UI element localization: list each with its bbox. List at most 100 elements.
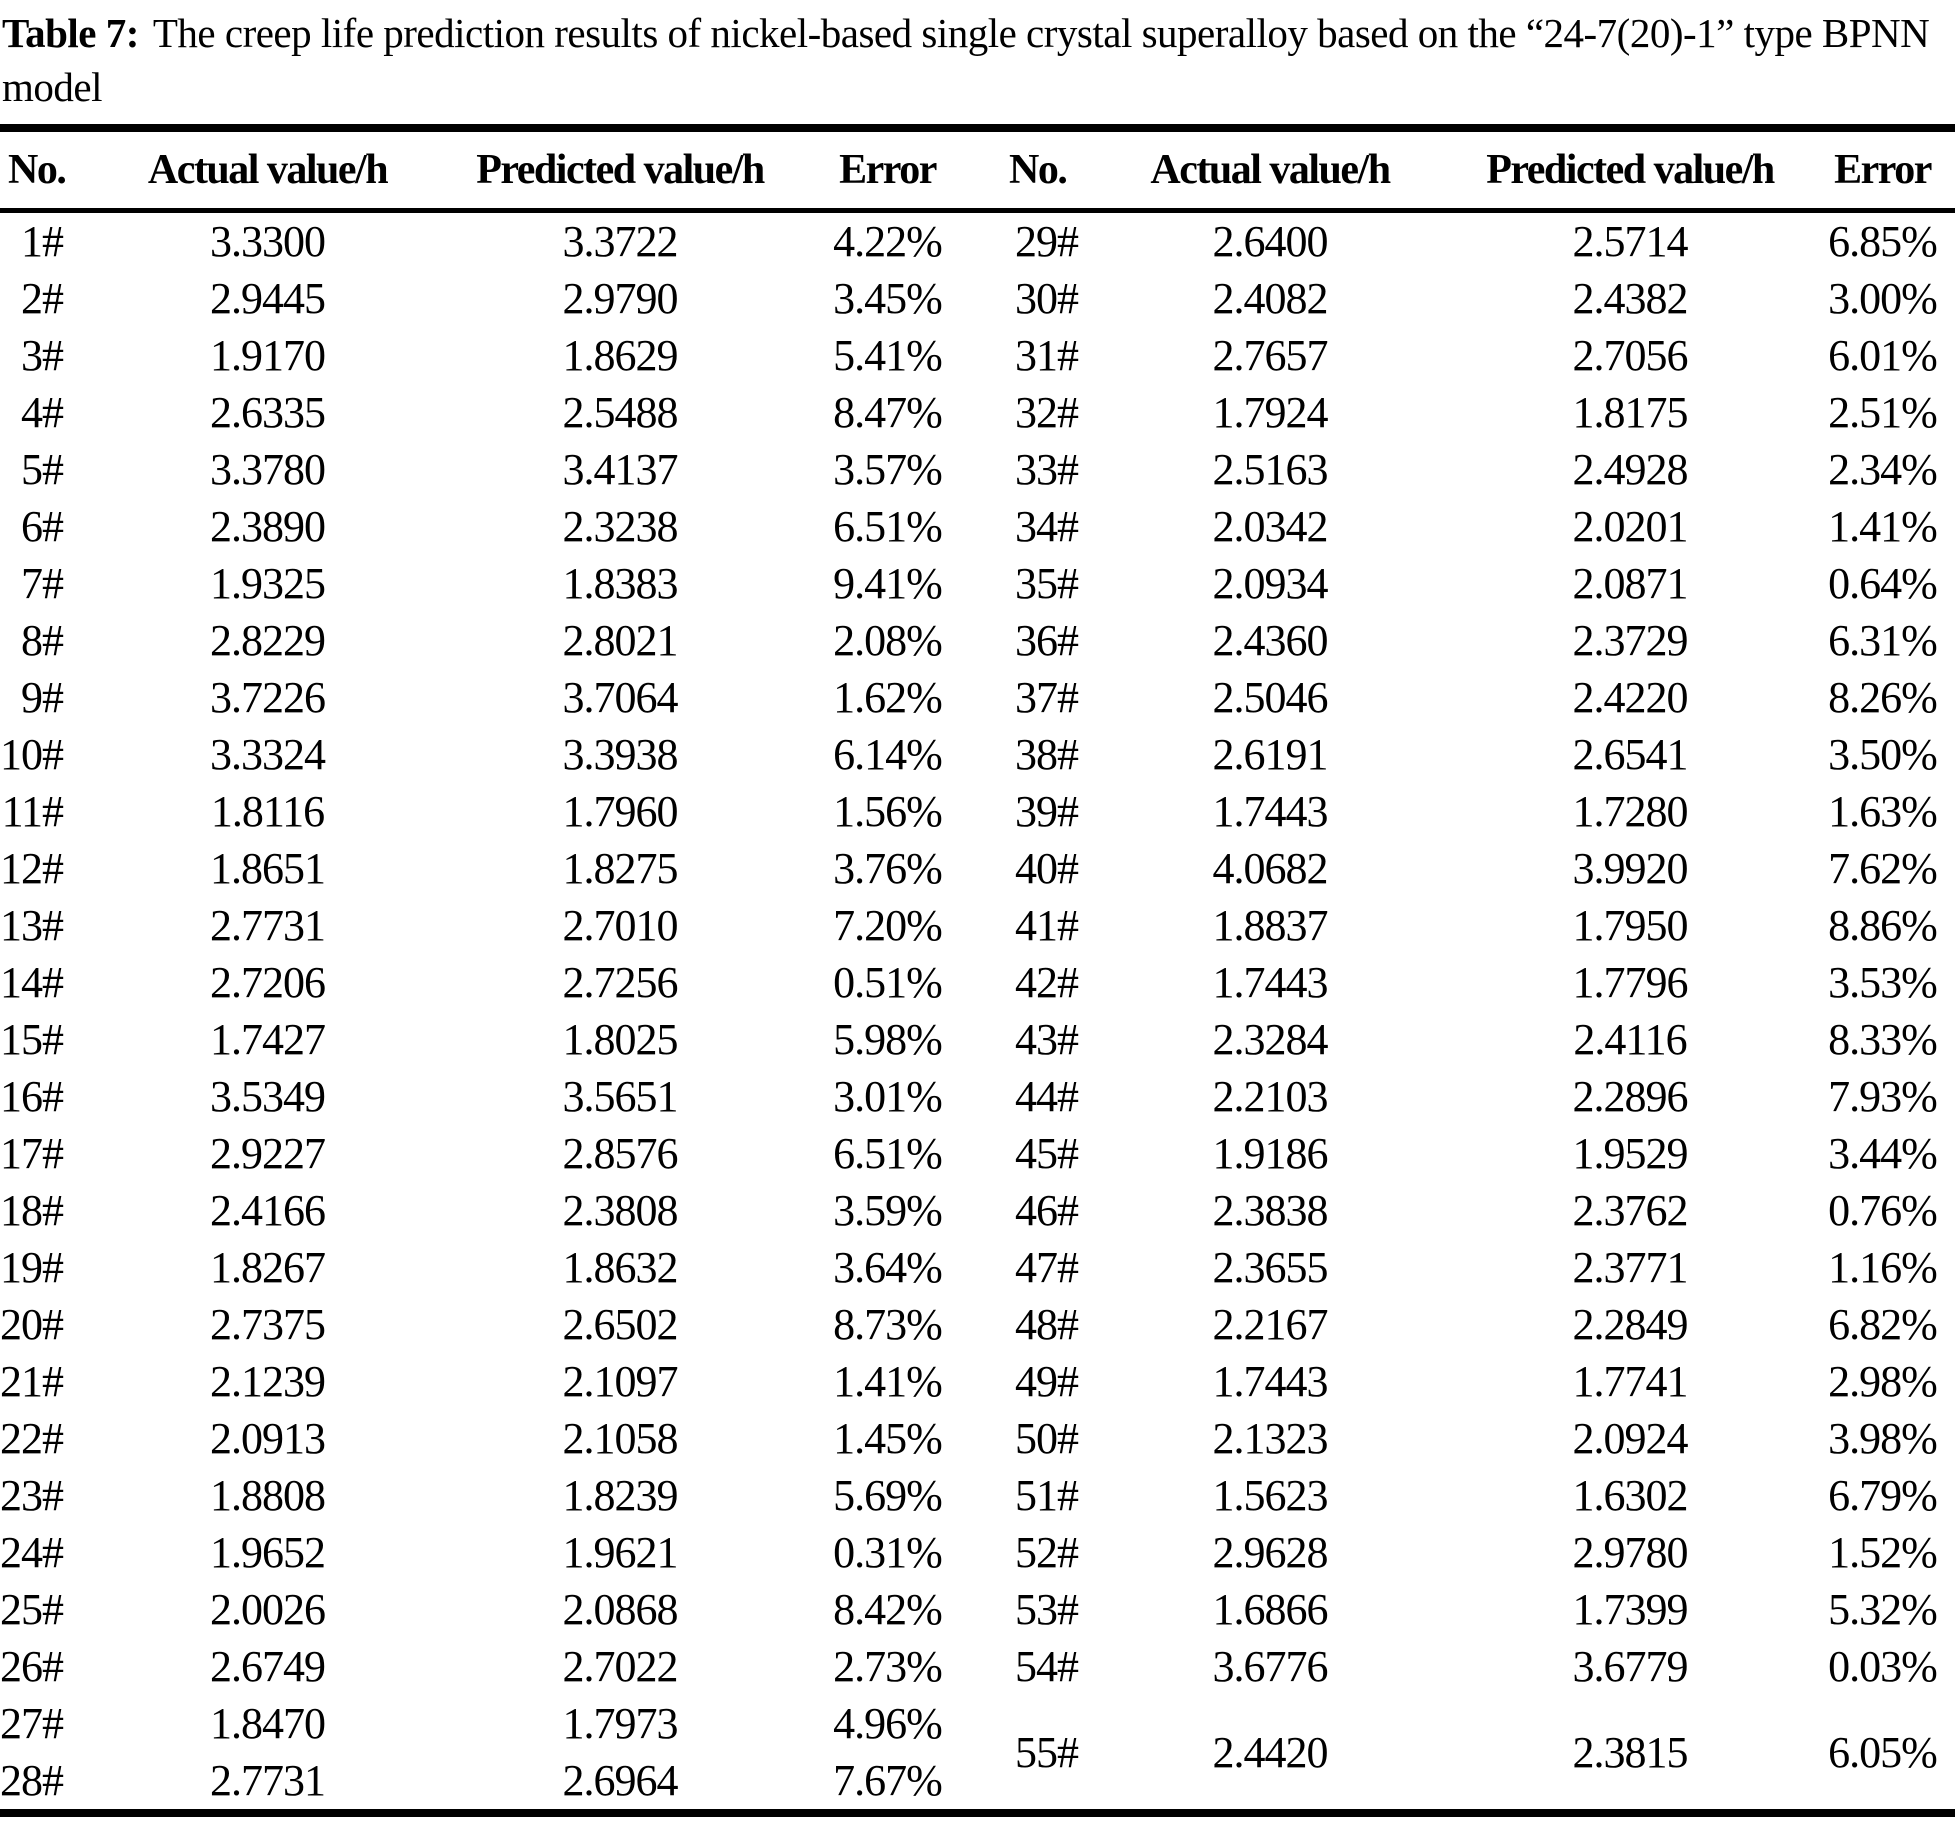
results-table-body: 1# 3.3300 3.3722 4.22% 29# 2.6400 2.5714 6.85% 2…: [0, 211, 1955, 1814]
cell-predicted: 3.7064: [562, 673, 679, 722]
cell-error: 3.50%: [1828, 730, 1938, 779]
cell-predicted: 1.7399: [1572, 1585, 1689, 1634]
table-row: 10# 3.3324 3.3938 6.14% 38# 2.6191 2.6541 3.50%: [0, 726, 1955, 783]
cell-actual: 2.0026: [210, 1585, 326, 1634]
cell-actual: 1.8267: [210, 1243, 326, 1292]
cell-actual: 2.0913: [210, 1414, 326, 1463]
cell-actual: 2.5163: [1212, 445, 1329, 494]
cell-actual: 3.5349: [210, 1072, 326, 1121]
cell-actual: 2.0342: [1212, 502, 1329, 551]
table-row: 18# 2.4166 2.3808 3.59% 46# 2.3838 2.3762 0.76%: [0, 1182, 1955, 1239]
cell-error: 2.34%: [1828, 445, 1938, 494]
cell-error: 1.16%: [1828, 1243, 1938, 1292]
cell-predicted: 2.4220: [1572, 673, 1689, 722]
cell-actual: 3.3780: [210, 445, 326, 494]
cell-no: 8#: [21, 616, 64, 665]
cell-error: 2.73%: [833, 1642, 943, 1691]
cell-predicted: 1.7280: [1572, 787, 1689, 836]
cell-predicted: 3.6779: [1572, 1642, 1689, 1691]
cell-error: 1.41%: [1828, 502, 1938, 551]
table-row: 2# 2.9445 2.9790 3.45% 30# 2.4082 2.4382 3.00%: [0, 270, 1955, 327]
table-row: 23# 1.8808 1.8239 5.69% 51# 1.5623 1.6302 6.79%: [0, 1467, 1955, 1524]
cell-error: 3.76%: [833, 844, 943, 893]
cell-predicted: 2.7022: [562, 1642, 679, 1691]
cell-actual: 1.5623: [1212, 1471, 1329, 1520]
cell-no: 32#: [1015, 388, 1079, 437]
cell-predicted: 1.8239: [562, 1471, 679, 1520]
cell-no: 51#: [1015, 1471, 1079, 1520]
cell-predicted: 2.3762: [1572, 1186, 1689, 1235]
cell-error: 4.22%: [833, 217, 943, 266]
cell-actual: 3.7226: [210, 673, 326, 722]
cell-error: 6.51%: [833, 502, 943, 551]
cell-predicted: 2.2896: [1572, 1072, 1689, 1121]
cell-no: 25#: [0, 1585, 64, 1634]
cell-no: 13#: [0, 901, 64, 950]
cell-actual: 2.8229: [210, 616, 326, 665]
cell-no: 41#: [1015, 901, 1079, 950]
cell-error: 0.31%: [833, 1528, 943, 1577]
cell-actual: 2.6335: [210, 388, 326, 437]
table-row: 4# 2.6335 2.5488 8.47% 32# 1.7924 1.8175 2.51%: [0, 384, 1955, 441]
cell-error: 1.52%: [1828, 1528, 1938, 1577]
cell-predicted: 2.3238: [562, 502, 679, 551]
cell-predicted: 1.7960: [562, 787, 679, 836]
cell-no: 1#: [21, 217, 64, 266]
cell-error: 6.05%: [1828, 1727, 1938, 1777]
cell-no: 54#: [1015, 1642, 1079, 1691]
cell-predicted: 3.9920: [1572, 844, 1689, 893]
cell-error: 3.00%: [1828, 274, 1938, 323]
table-row: 13# 2.7731 2.7010 7.20% 41# 1.8837 1.7950 8.86%: [0, 897, 1955, 954]
cell-predicted: 1.7950: [1572, 901, 1689, 950]
table-row: 12# 1.8651 1.8275 3.76% 40# 4.0682 3.9920 7.62%: [0, 840, 1955, 897]
cell-actual: 2.0934: [1212, 559, 1329, 608]
table-row: 11# 1.8116 1.7960 1.56% 39# 1.7443 1.7280 1.63%: [0, 783, 1955, 840]
cell-no: 22#: [0, 1414, 64, 1463]
cell-no: 45#: [1015, 1129, 1079, 1178]
cell-predicted: 2.3771: [1572, 1243, 1689, 1292]
cell-no: 55#: [1015, 1727, 1079, 1777]
table-row: 24# 1.9652 1.9621 0.31% 52# 2.9628 2.9780 1.52%: [0, 1524, 1955, 1581]
cell-predicted: 1.8275: [562, 844, 679, 893]
cell-predicted: 2.5714: [1572, 217, 1689, 266]
cell-predicted: 1.6302: [1572, 1471, 1689, 1520]
cell-error: 3.01%: [833, 1072, 943, 1121]
table-row: 15# 1.7427 1.8025 5.98% 43# 2.3284 2.4116 8.33%: [0, 1011, 1955, 1068]
cell-no: 46#: [1015, 1186, 1079, 1235]
table-row: 6# 2.3890 2.3238 6.51% 34# 2.0342 2.0201 1.41%: [0, 498, 1955, 555]
cell-actual: 2.2167: [1212, 1300, 1329, 1349]
cell-no: 5#: [21, 445, 64, 494]
cell-error: 5.41%: [833, 331, 943, 380]
column-header-actual-right: Actual value/h: [1090, 128, 1450, 213]
cell-error: 8.47%: [833, 388, 943, 437]
cell-error: 8.26%: [1828, 673, 1938, 722]
cell-no: 30#: [1015, 274, 1079, 323]
cell-predicted: 3.5651: [562, 1072, 679, 1121]
cell-predicted: 1.8632: [562, 1243, 679, 1292]
cell-error: 3.45%: [833, 274, 943, 323]
cell-actual: 2.6749: [210, 1642, 326, 1691]
cell-actual: 2.7731: [210, 1756, 326, 1805]
cell-actual: 2.5046: [1212, 673, 1329, 722]
cell-error: 8.33%: [1828, 1015, 1938, 1064]
cell-predicted: 2.7056: [1572, 331, 1689, 380]
cell-error: 3.53%: [1828, 958, 1938, 1007]
table-caption-text: The creep life prediction results of nic…: [2, 10, 1930, 110]
column-header-error-right: Error: [1810, 128, 1955, 213]
cell-no: 53#: [1015, 1585, 1079, 1634]
table-row: 5# 3.3780 3.4137 3.57% 33# 2.5163 2.4928 2.34%: [0, 441, 1955, 498]
cell-actual: 1.7443: [1212, 787, 1329, 836]
table-row: 25# 2.0026 2.0868 8.42% 53# 1.6866 1.7399 5.32%: [0, 1581, 1955, 1638]
cell-actual: 2.4360: [1212, 616, 1329, 665]
table-row: 26# 2.6749 2.7022 2.73% 54# 3.6776 3.6779 0.03%: [0, 1638, 1955, 1695]
cell-actual: 2.4166: [210, 1186, 326, 1235]
cell-predicted: 2.0924: [1572, 1414, 1689, 1463]
cell-error: 6.79%: [1828, 1471, 1938, 1520]
table-row: 7# 1.9325 1.8383 9.41% 35# 2.0934 2.0871 0.64%: [0, 555, 1955, 612]
cell-predicted: 2.1097: [562, 1357, 679, 1406]
column-header-predicted-right: Predicted value/h: [1450, 128, 1810, 213]
cell-error: 0.76%: [1828, 1186, 1938, 1235]
cell-no: 40#: [1015, 844, 1079, 893]
cell-predicted: 1.9621: [562, 1528, 679, 1577]
cell-error: 0.64%: [1828, 559, 1938, 608]
